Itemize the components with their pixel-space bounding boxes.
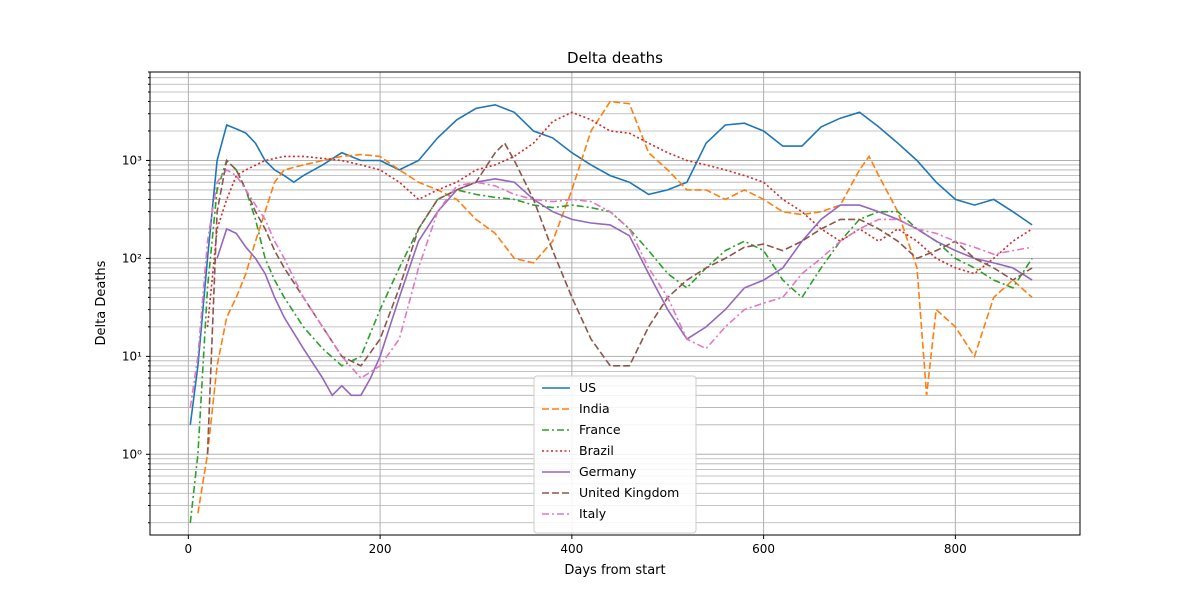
legend-label: United Kingdom xyxy=(579,485,679,500)
plot-frame xyxy=(149,71,1081,536)
y-tick-label: 10² xyxy=(122,251,142,265)
x-tick-label: 800 xyxy=(944,542,967,556)
series-line-france xyxy=(189,159,1033,523)
legend-box xyxy=(533,375,697,534)
legend-label: Italy xyxy=(579,506,607,521)
x-tick-label: 600 xyxy=(752,542,775,556)
y-axis-label: Delta Deaths xyxy=(94,260,109,345)
x-tick-label: 200 xyxy=(369,542,392,556)
x-axis-label: Days from start xyxy=(564,563,665,578)
x-axis: 0 200 400 600 800 xyxy=(185,535,967,556)
y-tick-label: 10¹ xyxy=(122,349,142,363)
series-line-us xyxy=(189,103,1033,425)
legend-label: US xyxy=(579,380,596,395)
y-axis: 10⁰ 10¹ 10² 10³ xyxy=(122,71,150,524)
series-line-india xyxy=(197,100,1033,514)
legend-label: India xyxy=(579,401,610,416)
y-tick-label: 10⁰ xyxy=(122,447,142,461)
legend: US India France Brazil Germany United Kingdom… xyxy=(533,375,697,534)
series-line-italy xyxy=(189,168,1033,408)
x-tick-label: 400 xyxy=(560,542,583,556)
y-tick-label: 10³ xyxy=(122,153,142,167)
legend-label: Brazil xyxy=(579,443,614,458)
series-line-united-kingdom xyxy=(206,141,1033,455)
series-group xyxy=(189,100,1033,523)
series-line-germany xyxy=(216,177,1033,397)
chart-title: Delta deaths xyxy=(567,49,663,67)
x-tick-label: 0 xyxy=(185,542,193,556)
legend-label: Germany xyxy=(579,464,637,479)
legend-label: France xyxy=(579,422,621,437)
